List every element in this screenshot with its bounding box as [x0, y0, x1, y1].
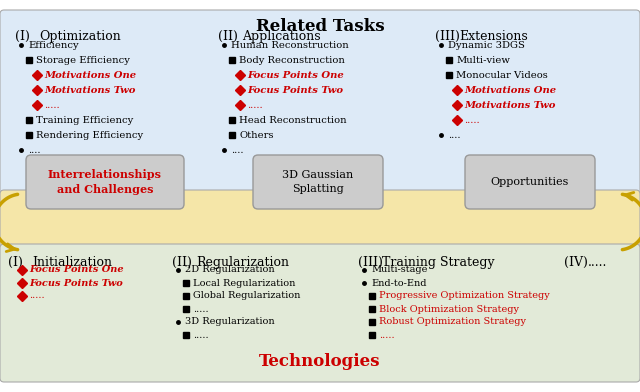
Text: Robust Optimization Strategy: Robust Optimization Strategy: [379, 318, 526, 327]
Text: 2D Regularization: 2D Regularization: [185, 265, 275, 274]
Text: (II): (II): [218, 30, 238, 43]
FancyBboxPatch shape: [0, 190, 640, 256]
Text: Motivations Two: Motivations Two: [464, 100, 556, 109]
Text: (III): (III): [435, 30, 460, 43]
Text: Multi-view: Multi-view: [456, 56, 510, 65]
Text: ....: ....: [448, 131, 461, 140]
Text: Motivations One: Motivations One: [44, 71, 136, 80]
Text: Opportunities: Opportunities: [491, 177, 569, 187]
Text: End-to-End: End-to-End: [371, 278, 426, 287]
Text: Optimization: Optimization: [39, 30, 121, 43]
Text: Focus Points Two: Focus Points Two: [247, 85, 343, 94]
Text: (II): (II): [172, 256, 192, 269]
Text: Focus Points One: Focus Points One: [247, 71, 344, 80]
Text: Focus Points One: Focus Points One: [29, 265, 124, 274]
Text: Interrelationships
and Challenges: Interrelationships and Challenges: [48, 169, 162, 195]
Text: (I): (I): [15, 30, 30, 43]
Text: Body Reconstruction: Body Reconstruction: [239, 56, 345, 65]
FancyBboxPatch shape: [253, 155, 383, 209]
Text: ....: ....: [231, 145, 243, 154]
Text: Applications: Applications: [242, 30, 321, 43]
Text: Monocular Videos: Monocular Videos: [456, 71, 548, 80]
FancyBboxPatch shape: [26, 155, 184, 209]
Text: .....: .....: [44, 100, 60, 109]
Text: Local Regularization: Local Regularization: [193, 278, 296, 287]
Text: Training Strategy: Training Strategy: [382, 256, 495, 269]
Text: .....: .....: [588, 256, 607, 269]
Text: Motivations One: Motivations One: [464, 85, 556, 94]
Text: Multi-stage: Multi-stage: [371, 265, 428, 274]
Text: Block Optimization Strategy: Block Optimization Strategy: [379, 305, 519, 314]
Text: Dynamic 3DGS: Dynamic 3DGS: [448, 40, 525, 49]
Text: .....: .....: [464, 116, 479, 125]
Text: Global Regularization: Global Regularization: [193, 292, 300, 301]
Text: Extensions: Extensions: [459, 30, 528, 43]
Text: Rendering Efficiency: Rendering Efficiency: [36, 131, 143, 140]
Text: .....: .....: [379, 330, 395, 339]
Text: (I): (I): [8, 256, 23, 269]
Text: 3D Regularization: 3D Regularization: [185, 318, 275, 327]
Text: Related Tasks: Related Tasks: [256, 18, 384, 35]
Text: Storage Efficiency: Storage Efficiency: [36, 56, 130, 65]
Text: Focus Points Two: Focus Points Two: [29, 278, 123, 287]
Text: Training Efficiency: Training Efficiency: [36, 116, 133, 125]
Text: (III): (III): [358, 256, 383, 269]
Text: Others: Others: [239, 131, 273, 140]
Text: .....: .....: [29, 292, 45, 301]
FancyBboxPatch shape: [0, 244, 640, 382]
Text: Technologies: Technologies: [259, 353, 381, 370]
Text: .....: .....: [193, 305, 209, 314]
Text: 3D Gaussian
Splatting: 3D Gaussian Splatting: [282, 170, 354, 194]
FancyBboxPatch shape: [465, 155, 595, 209]
Text: Regularization: Regularization: [196, 256, 289, 269]
Text: .....: .....: [247, 100, 262, 109]
Text: (IV): (IV): [564, 256, 588, 269]
Text: Efficiency: Efficiency: [28, 40, 79, 49]
Text: Head Reconstruction: Head Reconstruction: [239, 116, 347, 125]
Text: .....: .....: [193, 330, 209, 339]
Text: Human Reconstruction: Human Reconstruction: [231, 40, 349, 49]
Text: ....: ....: [28, 145, 40, 154]
Text: Motivations Two: Motivations Two: [44, 85, 136, 94]
Text: Progressive Optimization Strategy: Progressive Optimization Strategy: [379, 292, 550, 301]
Text: Initialization: Initialization: [32, 256, 112, 269]
FancyBboxPatch shape: [0, 10, 640, 200]
